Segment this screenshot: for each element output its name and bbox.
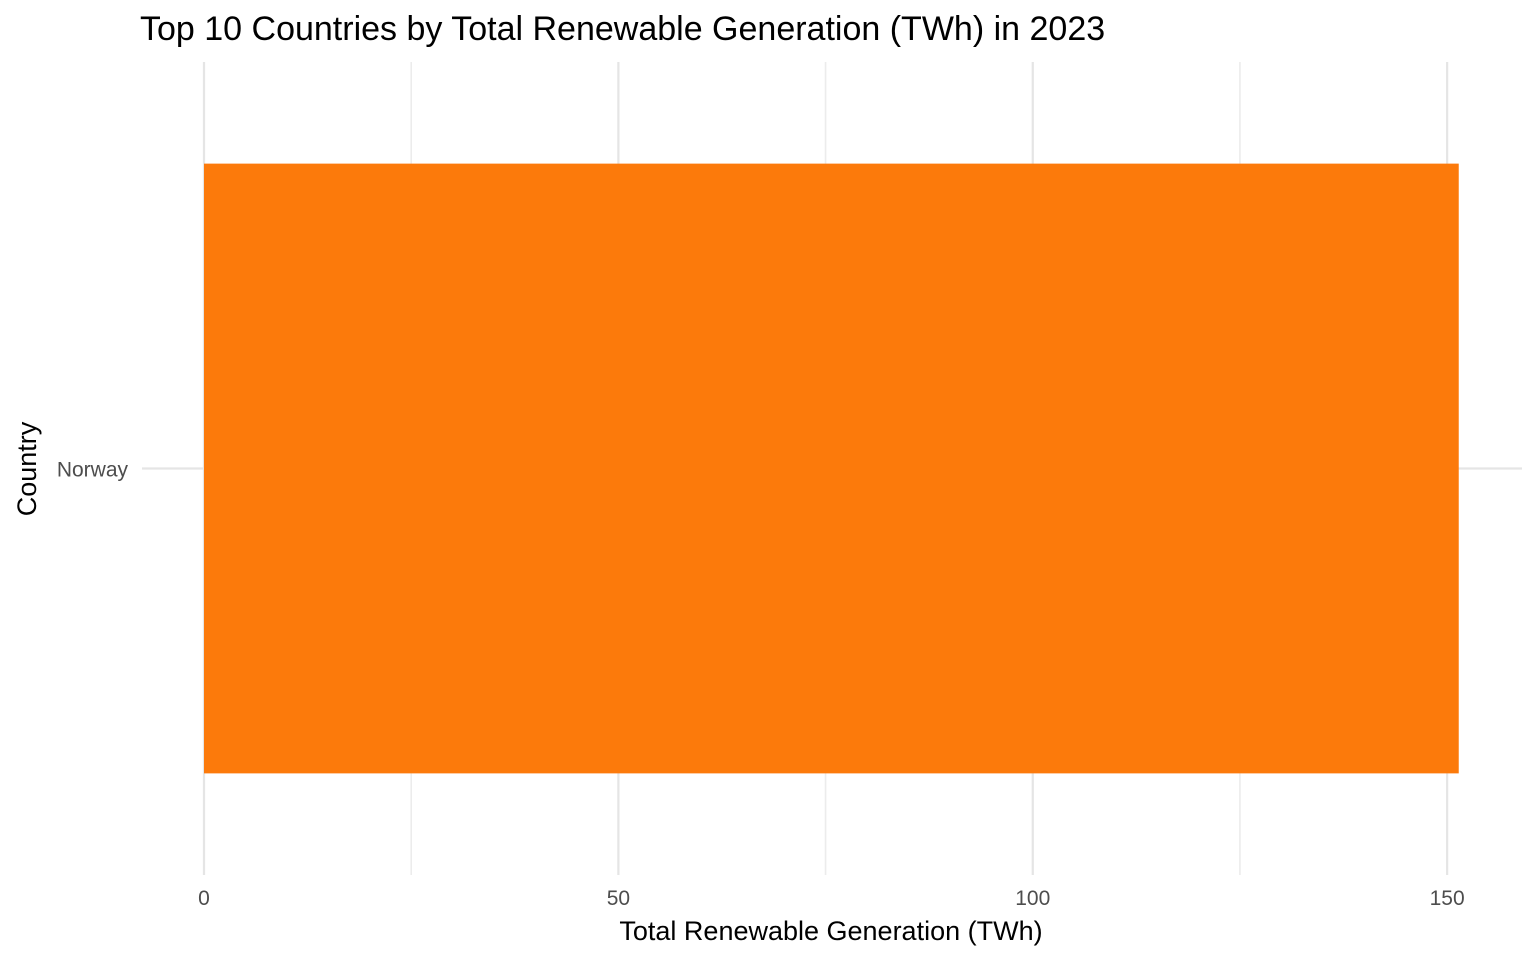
x-tick-label-1: 50 bbox=[607, 887, 630, 910]
bar-norway bbox=[204, 163, 1459, 774]
x-axis-tick-labels: 0 50 100 150 bbox=[198, 887, 1465, 910]
y-axis-tick-labels: Norway bbox=[57, 459, 129, 482]
x-tick-label-0: 0 bbox=[198, 887, 210, 910]
y-tick-label-0: Norway bbox=[57, 459, 129, 482]
bars bbox=[204, 163, 1459, 774]
x-tick-label-2: 100 bbox=[1015, 887, 1050, 910]
chart-title: Top 10 Countries by Total Renewable Gene… bbox=[140, 10, 1105, 48]
x-axis-title: Total Renewable Generation (TWh) bbox=[619, 916, 1042, 946]
y-axis-title: Country bbox=[12, 421, 42, 516]
x-tick-label-3: 150 bbox=[1430, 887, 1465, 910]
